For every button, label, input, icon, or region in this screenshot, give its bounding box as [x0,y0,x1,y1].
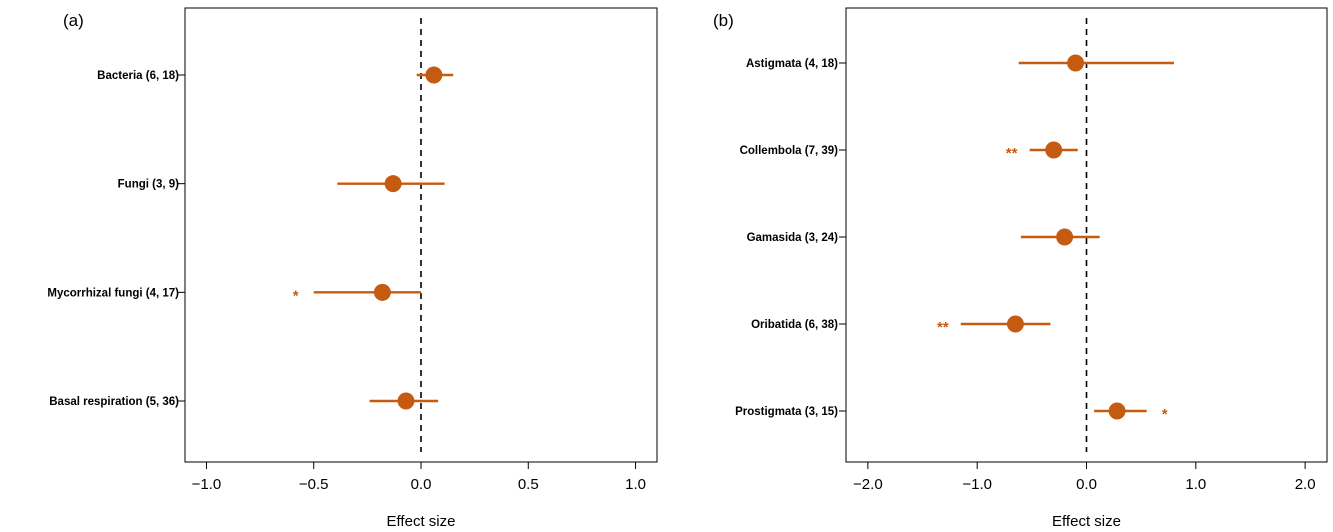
effect-point [384,175,402,193]
x-tick-label: 0.0 [411,476,432,493]
category-label: Collembola (7, 39) [740,145,839,157]
x-tick-label: 0.5 [518,476,539,493]
category-label: Bacteria (6, 18) [97,70,179,82]
effect-point [1056,228,1074,246]
category-label: Gamasida (3, 24) [747,232,839,244]
effect-point [397,392,415,410]
category-label: Prostigmata (3, 15) [735,406,838,418]
category-label: Oribatida (6, 38) [751,319,838,331]
effect-point [1067,54,1085,72]
effect-point [1108,402,1126,420]
category-label: Basal respiration (5, 36) [49,396,179,408]
x-tick-label: −2.0 [853,476,883,493]
significance-marker: ** [1006,145,1018,162]
significance-marker: * [293,287,299,304]
x-tick-label: 2.0 [1295,476,1316,493]
panel-letter: (b) [713,11,734,30]
category-label: Mycorrhizal fungi (4, 17) [47,287,179,299]
x-tick-label: 1.0 [1185,476,1206,493]
category-label: Fungi (3, 9) [118,179,180,191]
significance-marker: ** [937,319,949,336]
x-tick-label: −1.0 [962,476,992,493]
effect-point [1006,315,1024,333]
x-tick-label: −1.0 [192,476,222,493]
significance-marker: * [1162,406,1168,423]
x-axis-title: Effect size [1052,513,1121,530]
x-tick-label: 1.0 [625,476,646,493]
x-tick-label: −0.5 [299,476,329,493]
effect-point [425,66,443,84]
category-label: Astigmata (4, 18) [746,58,838,70]
panel-letter: (a) [63,11,84,30]
x-axis-title: Effect size [387,513,456,530]
effect-point [373,283,391,301]
x-tick-label: 0.0 [1076,476,1097,493]
effect-point [1045,141,1063,159]
